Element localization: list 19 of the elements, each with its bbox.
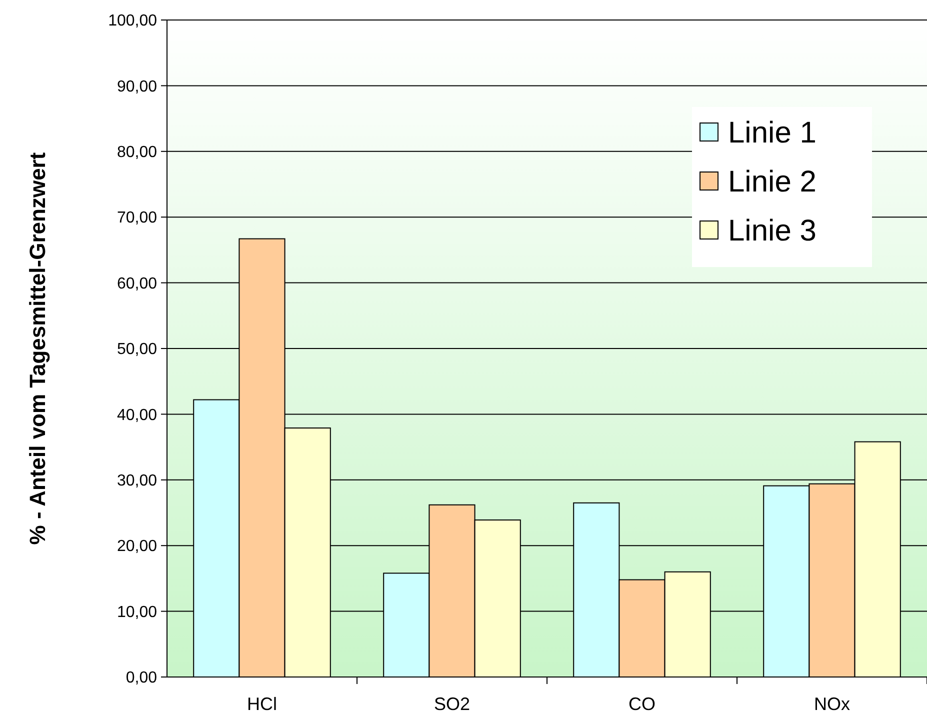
y-tick-label: 30,00 [116, 472, 158, 490]
y-tick-label: 10,00 [116, 604, 158, 621]
y-tick-label: 60,00 [116, 275, 158, 292]
y-tick-label: 20,00 [116, 538, 158, 556]
y-tick-label: 80,00 [116, 144, 158, 161]
y-axis-title: % - Anteil vom Tagesmittel-Grenzwert [25, 152, 50, 545]
legend-label: Linie 1 [728, 116, 816, 150]
x-tick-label: SO2 [434, 694, 470, 714]
legend-label: Linie 3 [728, 214, 816, 248]
y-tick-label: 90,00 [116, 78, 158, 96]
y-tick-label: 40,00 [116, 406, 158, 424]
y-tick-label: 100,00 [108, 12, 158, 30]
y-tick-label: 50,00 [116, 341, 158, 358]
x-tick-label: CO [628, 694, 656, 714]
x-tick-label: NOx [814, 694, 850, 714]
x-tick-label: HCl [247, 694, 277, 714]
legend-label: Linie 2 [728, 166, 816, 198]
y-tick-label: 70,00 [116, 210, 158, 227]
y-tick-label: 0,00 [126, 670, 158, 687]
